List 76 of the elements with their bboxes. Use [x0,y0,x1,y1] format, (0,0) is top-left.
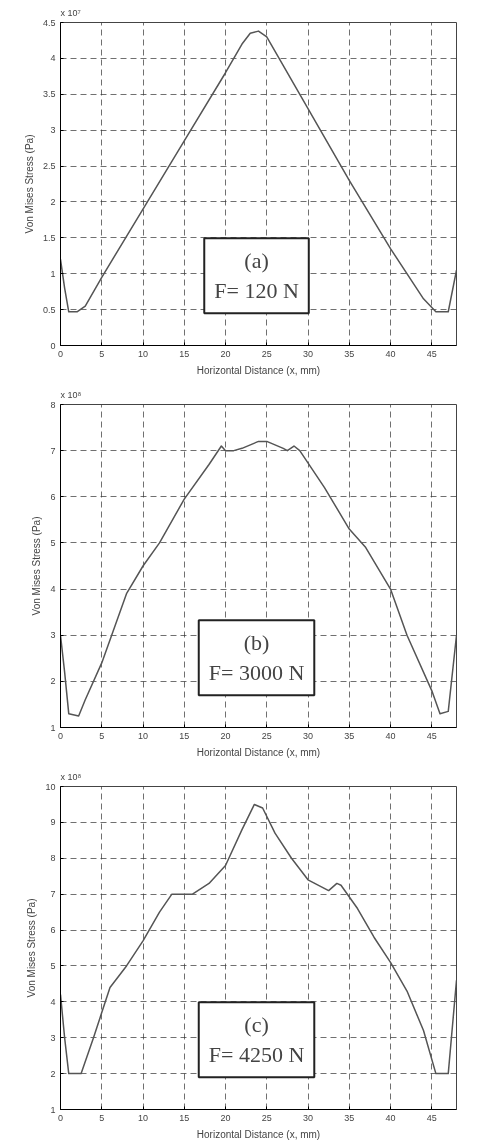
x-tick-label: 30 [302,1112,314,1123]
x-tick-label: 25 [261,1112,272,1123]
x-tick-label: 0 [58,730,64,741]
x-tick-label: 20 [220,730,231,741]
y-axis-title: Von Mises Stress (Pa) [31,516,43,616]
x-tick-label: 0 [58,1112,64,1123]
annotation: (b) [243,630,270,656]
y-tick-label: 8 [50,399,56,410]
y-tick-label: 0 [50,340,56,351]
y-tick-label: 1.5 [42,232,56,243]
y-tick-label: 2.5 [42,161,56,172]
annotation: (a) [244,248,269,274]
line-series [60,440,457,717]
x-tick-label: 40 [385,1112,396,1123]
x-tick-label: 15 [179,1112,190,1123]
line-series [60,30,457,313]
text: x 10⁸ [60,771,82,782]
y-tick-label: 0.5 [42,304,56,315]
x-tick-label: 45 [426,348,437,359]
x-tick-label: 15 [179,348,190,359]
x-tick-label: 5 [99,730,105,741]
y-tick-label: 3 [50,125,56,136]
x-tick-label: 45 [426,1112,437,1123]
x-tick-label: 35 [344,1112,355,1123]
x-tick-label: 35 [344,730,355,741]
y-tick-label: 4 [50,996,56,1007]
x-tick-label: 20 [220,348,231,359]
y-tick-label: 6 [50,925,56,936]
x-tick-label: 20 [220,1112,231,1123]
x-tick-label: 45 [426,730,437,741]
y-tick-label: 10 [45,781,56,792]
x-tick-label: 30 [302,348,314,359]
y-tick-label: 5 [50,537,56,548]
y-tick-label: 6 [50,491,56,502]
y-tick-label: 3.5 [42,89,56,100]
y-tick-label: 1 [50,268,56,279]
y-tick-label: 3 [50,630,56,641]
x-tick-label: 5 [99,1112,105,1123]
x-tick-label: 25 [261,348,272,359]
y-tick-label: 9 [50,817,56,828]
y-axis-title: Von Mises Stress (Pa) [26,898,38,998]
x-tick-label: 10 [137,348,149,359]
line-series [60,803,457,1075]
y-tick-label: 4 [50,584,56,595]
annotation: (c) [244,1012,269,1038]
y-tick-label: 4 [50,53,56,64]
x-tick-label: 30 [302,730,314,741]
annotation: F= 4250 N [208,1042,305,1068]
x-axis-title: Horizontal Distance (x, mm) [196,746,321,758]
x-tick-label: 25 [261,730,272,741]
x-tick-label: 15 [179,730,190,741]
x-axis-title: Horizontal Distance (x, mm) [196,364,321,376]
annotation: F= 3000 N [208,660,305,686]
y-tick-label: 7 [50,445,56,456]
x-tick-label: 10 [137,1112,149,1123]
x-tick-label: 10 [137,730,149,741]
y-tick-label: 5 [50,960,56,971]
x-tick-label: 40 [385,730,396,741]
y-tick-label: 8 [50,853,56,864]
text: x 10⁷ [60,7,81,18]
y-axis-title: Von Mises Stress (Pa) [23,134,35,234]
annotation: F= 120 N [214,278,299,304]
y-tick-label: 1 [50,1104,56,1115]
text: x 10⁸ [60,389,82,400]
y-tick-label: 2 [50,196,56,207]
x-tick-label: 40 [385,348,396,359]
y-tick-label: 3 [50,1032,56,1043]
x-tick-label: 35 [344,348,355,359]
y-tick-label: 7 [50,889,56,900]
x-tick-label: 0 [58,348,64,359]
x-axis-title: Horizontal Distance (x, mm) [196,1128,321,1140]
y-tick-label: 2 [50,1068,56,1079]
y-tick-label: 1 [50,722,56,733]
y-tick-label: 2 [50,676,56,687]
x-tick-label: 5 [99,348,105,359]
y-tick-label: 4.5 [42,17,56,28]
